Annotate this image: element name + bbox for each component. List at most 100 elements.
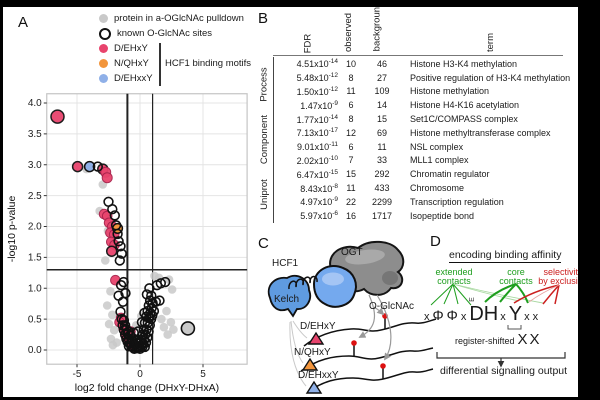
term-name: Chromosome (410, 183, 465, 194)
observed-value: 6 (348, 100, 354, 111)
extended-contact-line (443, 283, 454, 305)
data-point (108, 310, 117, 320)
ogt-highlight (345, 249, 385, 265)
y-axis-title: -log10 p-value (6, 196, 18, 263)
fdr-value: 8.43x10-8 (300, 182, 338, 194)
core-contact-line (515, 283, 529, 304)
core-line1: core (507, 267, 525, 277)
ogt-label: OGT (341, 247, 363, 258)
y-tick-label: 3.5 (28, 129, 42, 140)
fdr-value: 4.97x10-9 (300, 196, 338, 208)
y-tick-label: 4.0 (28, 98, 42, 109)
data-point (109, 325, 119, 335)
hcf1-ogt-cartoon (267, 240, 437, 394)
term-name: NSL complex (410, 141, 464, 152)
register-shifted-label: register-shifted (455, 336, 515, 346)
hcf1-motif-bracket (159, 43, 161, 86)
core-contacts-label: core contacts (495, 268, 537, 286)
selectivity-line1: selectivity (543, 267, 578, 277)
background-value: 15 (376, 114, 387, 125)
data-point (101, 172, 113, 184)
data-point (143, 326, 154, 337)
panel-c-label: C (258, 235, 269, 252)
background-value: 14 (376, 100, 387, 111)
data-point (83, 160, 96, 173)
hcf1-highlight (322, 272, 344, 286)
table-group-process: Process 4.51x10-14 10 46 Histone H3-K4 methy… (256, 57, 571, 113)
extended-contact-line (452, 283, 459, 305)
motif-alt-residue: E (469, 297, 477, 302)
figure-artwork: 0.0 0.5 1.0 1.5 2.0 2.5 3.0 3.5 4.0 -5 0 5 log2 fold… (6, 93, 566, 394)
x-tick-label: 5 (200, 369, 206, 380)
data-point (107, 204, 118, 215)
data-point (162, 306, 171, 316)
extended-line1: extended (435, 267, 473, 277)
ogt-arrow (376, 294, 392, 361)
term-name: Histone methylation (410, 86, 490, 97)
observed-value: 11 (346, 86, 356, 97)
term-name: Transcription regulation (410, 196, 504, 207)
data-point (163, 330, 172, 339)
motif-label-nqhxy: N/QHxY (294, 347, 331, 358)
volcano-legend: protein in a-OGlcNAc pulldown known O-Glc… (99, 11, 244, 86)
fdr-value: 6.47x10-15 (296, 168, 338, 180)
table-row: 7.13x10-17 12 69 Histone methyltransferase … (278, 126, 551, 140)
table-row: 5.48x10-12 8 27 Positive regulation of H3-K… (278, 71, 571, 85)
panel-b-label: B (258, 10, 269, 27)
observed-value: 8 (348, 72, 354, 83)
legend-label: N/QHxY (114, 58, 149, 69)
output-bracket (436, 352, 566, 359)
fdr-value: 5.97x10-6 (300, 210, 338, 222)
oglcnac-lollipop (380, 363, 386, 379)
data-point (117, 296, 129, 307)
dehxy-triangle (307, 331, 325, 345)
fdr-exponent: -6 (332, 210, 338, 218)
observed-value: 10 (345, 58, 356, 69)
fdr-exponent: -12 (328, 85, 338, 93)
group-rows: 6.47x10-15 15 292 Chromatin regulator 8.43x1… (273, 167, 504, 223)
motif-char: Φ (446, 307, 458, 323)
background-value: 11 (377, 141, 387, 152)
column-header-term: term (483, 29, 497, 55)
open-circle-icon (99, 27, 111, 40)
data-point (105, 245, 118, 257)
kelch-label: Kelch (274, 294, 300, 305)
observed-value: 16 (345, 210, 356, 221)
term-name: Positive regulation of H3-K4 methylation (410, 72, 571, 83)
observed-value: 7 (348, 155, 354, 166)
kelch-link-line (290, 320, 304, 364)
data-point (150, 271, 159, 281)
table-row: 1.77x10-14 8 15 Set1C/COMPASS complex (278, 112, 551, 126)
data-point (167, 285, 177, 294)
term-name: Histone methyltransferase complex (410, 127, 551, 138)
group-label: Process (256, 57, 273, 112)
table-group-component: Component 1.77x10-14 8 15 Set1C/COMPASS comp… (256, 112, 570, 168)
legend-row: protein in a-OGlcNAc pulldown (99, 11, 244, 26)
extended-contact-line-light (452, 283, 544, 304)
motif-char: Y (508, 303, 523, 325)
legend-label: known O-GlcNAc sites (117, 28, 213, 39)
pink-dot-icon (99, 44, 108, 53)
y-tick-label: 2.5 (28, 191, 42, 202)
fdr-exponent: -14 (328, 58, 338, 66)
term-name: Histone H4-K16 acetylation (410, 100, 520, 111)
fdr-value: 1.47x10-9 (300, 99, 338, 111)
data-point (71, 160, 84, 173)
data-point (113, 236, 124, 247)
background-value: 1717 (371, 210, 393, 221)
output-label: differential signalling output (440, 365, 568, 377)
background-value: 2299 (371, 196, 393, 207)
legend-label: D/EHxY (114, 43, 148, 54)
data-point (144, 295, 156, 306)
data-point (102, 301, 112, 310)
background-value: 109 (374, 86, 390, 97)
data-point (50, 109, 65, 124)
fdr-value: 7.13x10-17 (296, 127, 338, 139)
selectivity-line (513, 284, 560, 304)
background-value: 27 (376, 72, 387, 83)
y-tick-label: 1.0 (28, 283, 42, 294)
fdr-exponent: -10 (328, 154, 338, 162)
data-point (155, 278, 167, 289)
